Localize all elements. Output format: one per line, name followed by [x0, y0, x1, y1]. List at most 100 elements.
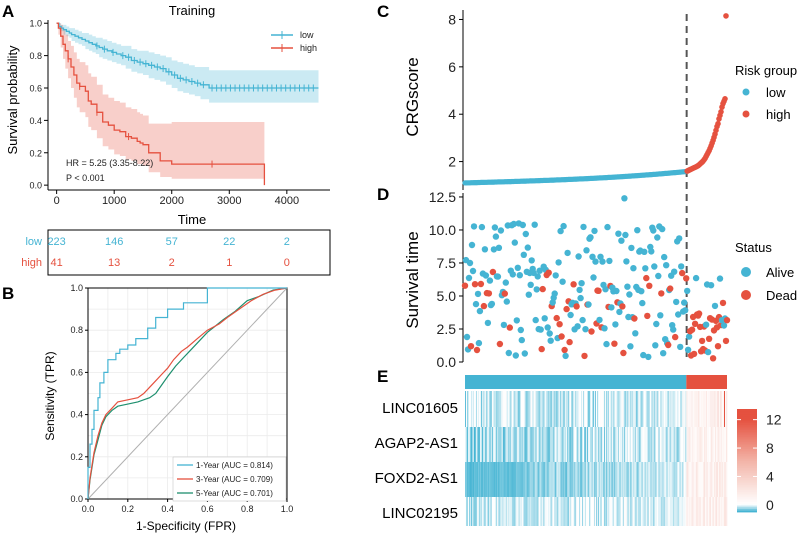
colorbar-segment [737, 474, 757, 477]
heatmap-cell [466, 462, 469, 497]
heatmap-cell [645, 427, 647, 462]
heatmap-cell [711, 497, 713, 526]
surv-ytick-label: 12.5 [429, 189, 456, 205]
surv-point-alive [574, 323, 581, 330]
heatmap-cell [507, 462, 509, 497]
heatmap-cell [585, 462, 587, 497]
heatmap-cell [700, 462, 702, 497]
heatmap-cell [506, 462, 508, 497]
heatmap-cell [712, 391, 714, 427]
heatmap-cell [503, 462, 505, 497]
heatmap-cell [549, 391, 551, 427]
heatmap-cell [503, 427, 505, 462]
heatmap-cell [632, 427, 635, 462]
heatmap-cell [589, 497, 591, 526]
surv-point-alive [630, 265, 637, 272]
heatmap-cell [619, 497, 622, 526]
heatmap-cell [465, 427, 468, 462]
km-ytick-label: 1.0 [29, 19, 42, 29]
colorbar-segment [737, 496, 757, 499]
heatmap-cell [465, 462, 468, 497]
roc-ytick-label: 1.0 [70, 283, 83, 293]
surv-point-alive [476, 307, 484, 315]
heatmap-cell [659, 427, 661, 462]
colorbar-segment [737, 482, 757, 485]
surv-point-alive [562, 352, 569, 360]
heatmap-cell [513, 391, 515, 427]
heatmap-cell [576, 497, 578, 526]
heatmap-cell [648, 462, 650, 497]
heatmap-cell [571, 391, 573, 427]
roc-xtick-label: 0.8 [241, 504, 254, 514]
heatmap-cell [468, 462, 471, 497]
heatmap-cell [687, 497, 689, 526]
heatmap-cell [594, 462, 596, 497]
heatmap-cell [534, 427, 536, 462]
heatmap-cell [479, 497, 482, 526]
heatmap-cell [512, 497, 514, 526]
surv-point-dead [461, 282, 469, 289]
surv-legend-title: Status [735, 240, 772, 255]
surv-point-dead [723, 317, 731, 324]
heatmap-cell [547, 497, 549, 526]
surv-point-alive [638, 288, 645, 295]
heatmap-cell [719, 462, 721, 497]
surv-point-alive [716, 275, 724, 282]
heatmap-cell [500, 427, 503, 462]
surv-point-dead [695, 310, 703, 317]
heatmap-cell [648, 497, 650, 526]
heatmap-cell [702, 391, 704, 427]
heatmap-panel: LINC01605 AGAP2-AS1 FOXD2-AS1 LINC02195 … [375, 375, 782, 526]
colorbar-segment [737, 503, 757, 506]
surv-point-alive [650, 227, 657, 234]
heatmap-cell [550, 462, 552, 497]
heatmap-cell [584, 497, 586, 526]
heatmap-cell [579, 391, 581, 427]
heatmap-cell [630, 427, 633, 462]
heatmap-cell [515, 497, 517, 526]
risk-cell-low: 146 [105, 236, 123, 248]
heatmap-cell [497, 427, 500, 462]
heatmap-cell [525, 427, 527, 462]
heatmap-cell [573, 391, 575, 427]
heatmap-cell [518, 427, 520, 462]
heatmap-cell [570, 462, 572, 497]
heatmap-cell [710, 391, 712, 427]
colorbar-segment [737, 450, 757, 453]
heatmap-cell [720, 462, 722, 497]
surv-point-dead [477, 280, 485, 288]
heatmap-cell [536, 497, 538, 526]
heatmap-cell [661, 462, 663, 497]
surv-point-alive [663, 262, 670, 269]
heatmap-cell [483, 462, 486, 497]
heatmap-cell [587, 462, 589, 497]
surv-point-alive [534, 273, 541, 280]
heatmap-cell [671, 462, 673, 497]
heatmap-cell [472, 391, 475, 427]
heatmap-cell [726, 462, 728, 497]
surv-point-dead [722, 337, 730, 345]
heatmap-cell [527, 391, 529, 427]
heatmap-cell [534, 462, 536, 497]
heatmap-cell [533, 462, 535, 497]
heatmap-cell [465, 391, 468, 427]
heatmap-cell [675, 462, 677, 497]
heatmap-cell [716, 497, 718, 526]
roc-legend-1y: 1-Year (AUC = 0.814) [196, 461, 273, 470]
surv-point-alive [547, 337, 554, 344]
heatmap-cell [594, 427, 596, 462]
heatmap-cell [541, 462, 543, 497]
heatmap-cell [564, 497, 566, 526]
heatmap-cell [488, 462, 491, 497]
surv-point-dead [679, 269, 686, 277]
surv-point-alive [678, 263, 685, 270]
surv-point-alive [490, 246, 498, 253]
heatmap-cell [578, 462, 580, 497]
heatmap-cell [670, 427, 672, 462]
heatmap-cell [657, 497, 659, 526]
heatmap-cell [683, 391, 685, 427]
heatmap-cell [488, 391, 491, 427]
heatmap-cell [561, 427, 563, 462]
heatmap-cell [703, 462, 705, 497]
heatmap-cell [658, 391, 660, 427]
